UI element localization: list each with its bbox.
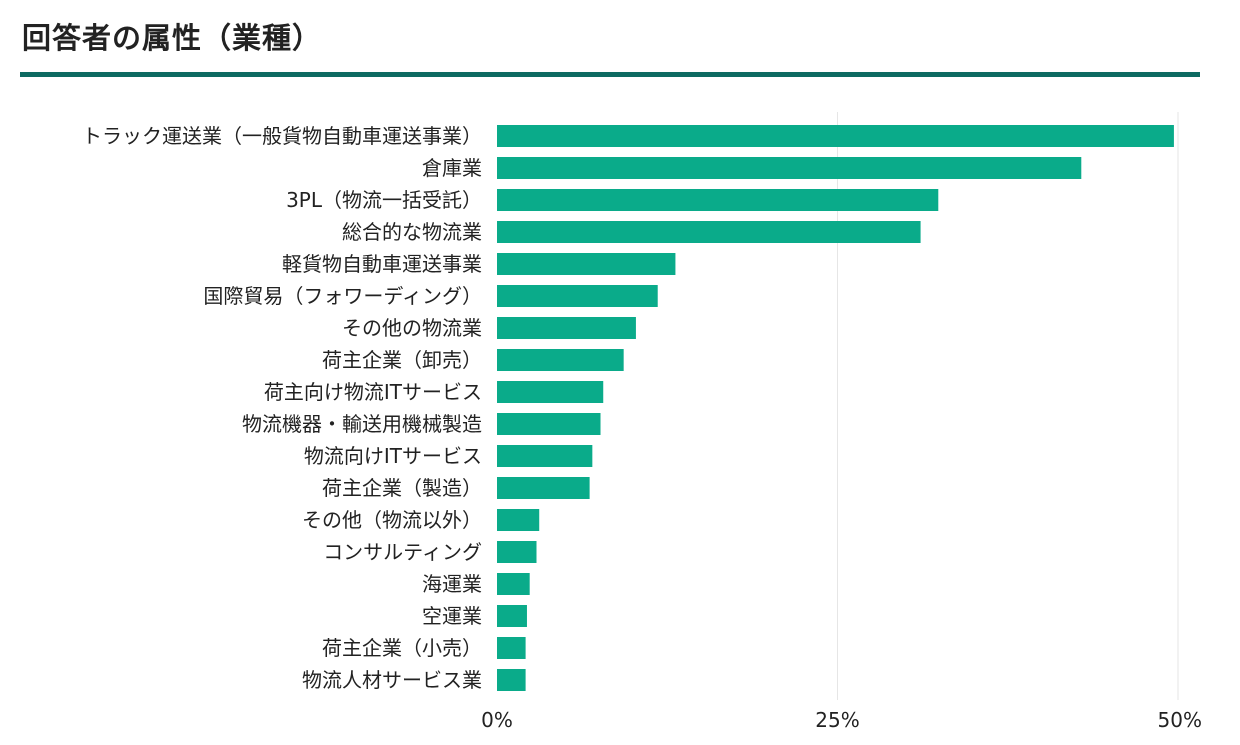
bar: [497, 221, 921, 243]
category-label-layer: トラック運送業（一般貨物自動車運送事業） 倉庫業 3PL（物流一括受託） 総合的な物流…: [82, 124, 482, 692]
bar: [497, 541, 537, 563]
bar: [497, 189, 939, 211]
bar: [497, 445, 593, 467]
bar: [497, 669, 526, 691]
category-label: その他（物流以外）: [302, 508, 482, 532]
category-label: 荷主企業（小売）: [322, 636, 482, 660]
bar: [497, 349, 624, 371]
bar: [497, 317, 636, 339]
bar: [497, 381, 604, 403]
bar: [497, 637, 526, 659]
category-label: 軽貨物自動車運送事業: [282, 252, 482, 276]
category-label: 総合的な物流業: [342, 220, 482, 244]
bar: [497, 157, 1082, 179]
category-label: 倉庫業: [422, 156, 482, 180]
category-label: 物流人材サービス業: [302, 668, 482, 692]
title-underline: [20, 72, 1200, 77]
category-label: 荷主企業（製造）: [322, 476, 482, 500]
bar: [497, 253, 676, 275]
category-label: 国際貿易（フォワーディング）: [203, 284, 482, 308]
category-label: 物流機器・輸送用機械製造: [242, 412, 482, 436]
bar: [497, 477, 590, 499]
category-label: 荷主企業（卸売）: [322, 348, 482, 372]
category-label: 海運業: [422, 572, 482, 596]
category-label: コンサルティング: [323, 540, 482, 564]
category-label: 荷主向け物流ITサービス: [264, 380, 482, 404]
bar: [497, 509, 540, 531]
tick-label-layer: 0% 25% 50%: [481, 708, 1202, 732]
bar: [497, 605, 527, 627]
page-title: 回答者の属性（業種）: [22, 21, 323, 55]
category-label: 3PL（物流一括受託）: [286, 188, 482, 212]
category-label: 物流向けITサービス: [304, 444, 482, 468]
bar-layer: [497, 125, 1174, 691]
category-label: トラック運送業（一般貨物自動車運送事業）: [82, 124, 482, 148]
x-tick-label: 50%: [1158, 708, 1202, 732]
bar: [497, 125, 1174, 147]
x-tick-label: 0%: [481, 708, 513, 732]
bar: [497, 285, 658, 307]
x-tick-label: 25%: [815, 708, 859, 732]
bar: [497, 413, 601, 435]
category-label: 空運業: [422, 604, 482, 628]
bar: [497, 573, 530, 595]
category-label: その他の物流業: [342, 316, 482, 340]
